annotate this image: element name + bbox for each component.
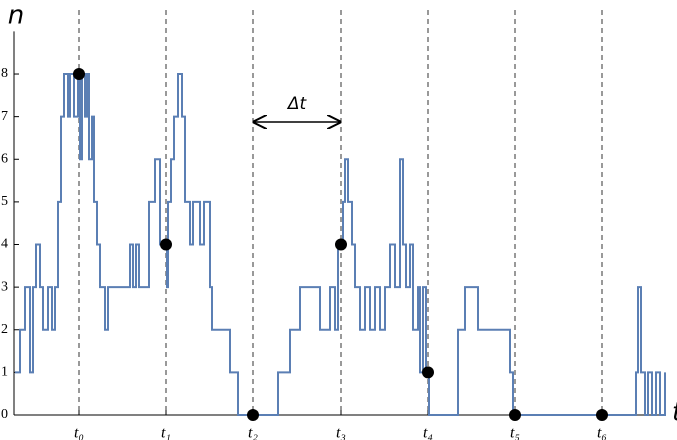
sample-point [335,238,347,251]
y-tick-label: 2 [1,322,8,337]
x-tick-label: t₂ [248,425,258,440]
x-axis-label: t [672,398,677,428]
y-tick-label: 8 [1,66,8,81]
y-tick-label: 4 [1,237,8,252]
y-tick-label: 5 [1,194,8,209]
sample-point [509,409,521,421]
sample-point [160,238,172,251]
sample-point [422,366,434,379]
y-tick-label: 3 [1,279,8,294]
sample-point [596,409,608,421]
sample-point [73,68,85,81]
x-tick-label: t₀ [74,425,84,440]
x-tick-label: t₃ [336,425,346,440]
y-tick-label: 0 [1,407,8,422]
x-tick-label: t₄ [423,425,433,440]
y-tick-label: 1 [1,365,8,380]
delta-label: Δt [286,94,308,114]
y-tick-label: 7 [1,109,8,124]
x-tick-label: t₆ [597,425,607,440]
y-axis-label: n [8,1,24,31]
sample-point [247,409,259,421]
x-tick-label: t₁ [161,425,171,440]
y-tick-label: 6 [1,151,8,166]
x-tick-label: t₅ [510,425,520,440]
